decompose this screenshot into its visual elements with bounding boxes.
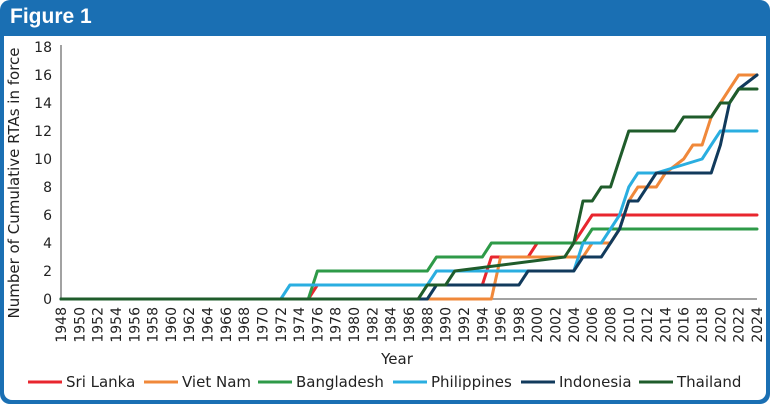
x-tick-label: 1966	[219, 307, 235, 343]
y-tick-label: 4	[43, 236, 52, 252]
x-tick-label: 1980	[347, 307, 363, 343]
y-tick-label: 2	[43, 264, 52, 280]
y-axis-label: Number of Cumulative RTAs in force	[5, 47, 23, 318]
chart-legend: Sri Lanka Viet Nam Bangladesh Philippines In…	[28, 373, 741, 391]
x-tick-label: 1948	[54, 307, 70, 343]
series-line-philippines	[59, 129, 759, 301]
series-line-viet-nam	[59, 73, 759, 301]
x-tick-label: 1996	[494, 307, 510, 343]
x-tick-label: 1976	[310, 307, 326, 343]
x-tick-label: 1984	[384, 307, 400, 343]
x-tick-label: 2012	[640, 307, 656, 343]
x-tick-label: 2016	[677, 307, 693, 343]
figure-title: Figure 1	[10, 5, 92, 28]
y-tick-label: 0	[43, 292, 52, 308]
x-tick-label: 1988	[420, 307, 436, 343]
x-tick-label: 1958	[146, 307, 162, 343]
series-line-thailand	[59, 87, 759, 301]
x-tick-label: 1952	[91, 307, 107, 343]
x-tick-label: 1950	[72, 307, 88, 343]
legend-label: Philippines	[431, 373, 512, 391]
x-tick-label: 2018	[695, 307, 711, 343]
y-tick-label: 18	[34, 40, 52, 56]
legend-label: Viet Nam	[182, 373, 251, 391]
x-tick-label: 1986	[402, 307, 418, 343]
figure-header: Figure 1	[0, 0, 770, 36]
x-tick-label: 2014	[658, 307, 674, 343]
legend-label: Bangladesh	[296, 373, 384, 391]
x-tick-label: 2008	[603, 307, 619, 343]
x-tick-label: 1956	[127, 307, 143, 343]
legend-label: Thailand	[676, 373, 741, 391]
x-axis-label: Year	[380, 350, 414, 368]
x-tick-label: 2022	[732, 307, 748, 343]
x-tick-label: 1960	[164, 307, 180, 343]
x-tick-label: 2006	[585, 307, 601, 343]
y-tick-label: 6	[43, 208, 52, 224]
series-line-indonesia	[59, 73, 759, 301]
x-tick-label: 1982	[365, 307, 381, 343]
x-tick-label: 2002	[549, 307, 565, 343]
y-tick-label: 8	[43, 180, 52, 196]
x-tick-label: 1954	[109, 307, 125, 343]
y-tick-label: 10	[34, 152, 52, 168]
chart-panel	[4, 36, 766, 400]
x-tick-label: 2020	[713, 307, 729, 343]
y-tick-label: 12	[34, 124, 52, 140]
chart-series	[59, 73, 759, 301]
y-tick-label: 14	[34, 96, 52, 112]
x-tick-label: 1974	[292, 307, 308, 343]
y-tick-label: 16	[34, 68, 52, 84]
x-tick-label: 1968	[237, 307, 253, 343]
x-tick-label: 1990	[439, 307, 455, 343]
x-tick-label: 1964	[201, 307, 217, 343]
x-tick-label: 2004	[567, 307, 583, 343]
x-tick-label: 1992	[457, 307, 473, 343]
x-tick-label: 1972	[274, 307, 290, 343]
x-tick-label: 1978	[329, 307, 345, 343]
x-tick-label: 1970	[255, 307, 271, 343]
x-tick-label: 2024	[750, 307, 766, 343]
legend-label: Sri Lanka	[66, 373, 135, 391]
legend-label: Indonesia	[559, 373, 632, 391]
x-tick-label: 2010	[622, 307, 638, 343]
x-tick-label: 1998	[512, 307, 528, 343]
x-tick-label: 1994	[475, 307, 491, 343]
x-tick-label: 1962	[182, 307, 198, 343]
series-line-bangladesh	[59, 227, 759, 301]
x-tick-label: 2000	[530, 307, 546, 343]
